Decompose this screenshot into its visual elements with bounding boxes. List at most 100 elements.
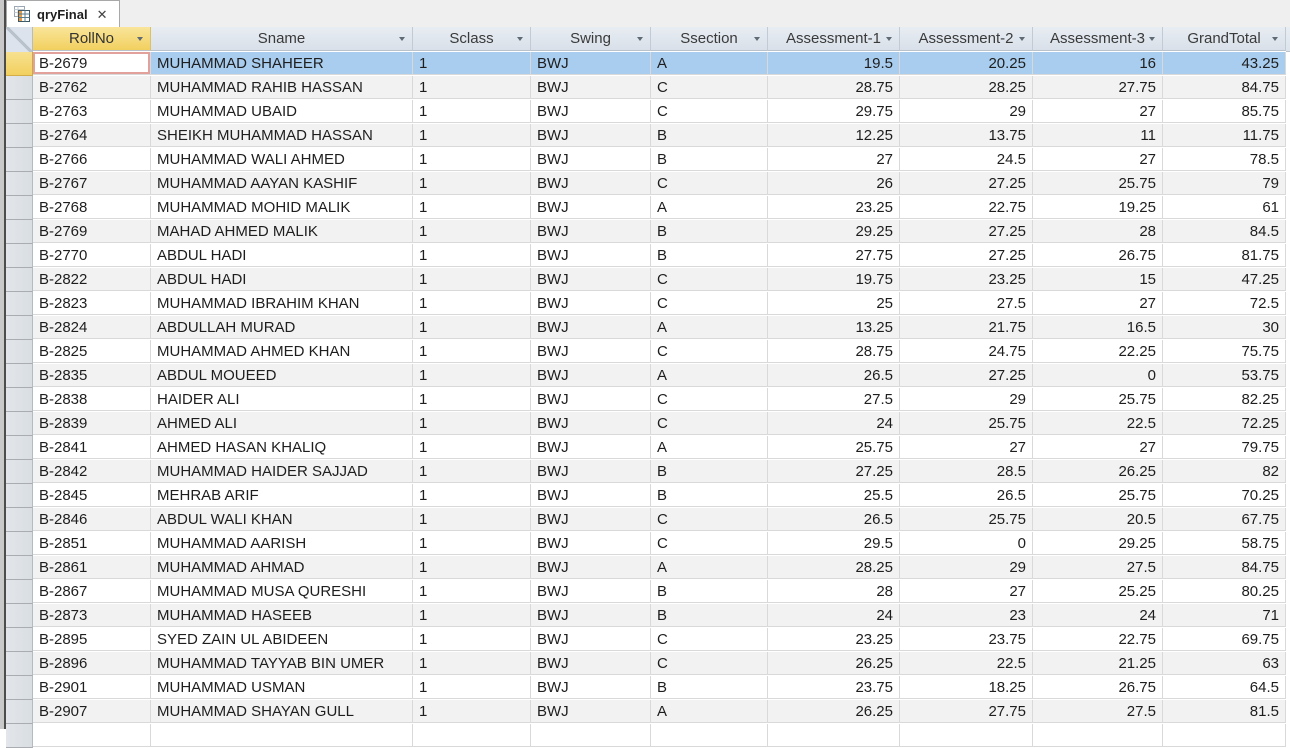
row-selector[interactable]: [6, 220, 33, 244]
cell-sname[interactable]: [151, 724, 413, 747]
cell-ssection[interactable]: C: [651, 388, 768, 411]
cell-total[interactable]: 58.75: [1163, 532, 1286, 555]
cell-a2[interactable]: 25.75: [900, 508, 1033, 531]
column-header-sname[interactable]: Sname: [151, 27, 413, 51]
row-selector[interactable]: [6, 652, 33, 676]
filter-dropdown-icon[interactable]: [886, 37, 892, 41]
cell-total[interactable]: 84.75: [1163, 76, 1286, 99]
cell-total[interactable]: 63: [1163, 652, 1286, 675]
cell-a1[interactable]: 13.25: [768, 316, 900, 339]
cell-a1[interactable]: 27.75: [768, 244, 900, 267]
cell-swing[interactable]: BWJ: [531, 340, 651, 363]
cell-ssection[interactable]: B: [651, 124, 768, 147]
cell-swing[interactable]: BWJ: [531, 268, 651, 291]
row-selector[interactable]: [6, 436, 33, 460]
cell-a1[interactable]: 28.75: [768, 340, 900, 363]
cell-rollno[interactable]: B-2822: [33, 268, 151, 291]
row-selector[interactable]: [6, 484, 33, 508]
cell-swing[interactable]: BWJ: [531, 172, 651, 195]
cell-a3[interactable]: 24: [1033, 604, 1163, 627]
cell-a3[interactable]: 16.5: [1033, 316, 1163, 339]
row-selector[interactable]: [6, 580, 33, 604]
cell-total[interactable]: 82: [1163, 460, 1286, 483]
cell-sname[interactable]: MUHAMMAD HASEEB: [151, 604, 413, 627]
cell-a2[interactable]: 27: [900, 436, 1033, 459]
cell-sname[interactable]: MUHAMMAD AAYAN KASHIF: [151, 172, 413, 195]
cell-a2[interactable]: [900, 724, 1033, 747]
column-header-rollno[interactable]: RollNo: [33, 27, 151, 51]
row-selector[interactable]: [6, 724, 33, 748]
cell-sclass[interactable]: 1: [413, 172, 531, 195]
cell-ssection[interactable]: A: [651, 196, 768, 219]
cell-a1[interactable]: 26.5: [768, 364, 900, 387]
cell-sname[interactable]: MUHAMMAD HAIDER SAJJAD: [151, 460, 413, 483]
cell-swing[interactable]: BWJ: [531, 148, 651, 171]
cell-rollno[interactable]: B-2763: [33, 100, 151, 123]
cell-rollno[interactable]: B-2867: [33, 580, 151, 603]
cell-ssection[interactable]: C: [651, 340, 768, 363]
cell-a3[interactable]: 21.25: [1033, 652, 1163, 675]
cell-a2[interactable]: 22.75: [900, 196, 1033, 219]
cell-sname[interactable]: HAIDER ALI: [151, 388, 413, 411]
cell-sname[interactable]: MUHAMMAD UBAID: [151, 100, 413, 123]
cell-ssection[interactable]: B: [651, 148, 768, 171]
cell-sname[interactable]: MUHAMMAD AHMAD: [151, 556, 413, 579]
cell-rollno[interactable]: [33, 724, 151, 747]
cell-sname[interactable]: ABDUL MOUEED: [151, 364, 413, 387]
filter-dropdown-icon[interactable]: [517, 37, 523, 41]
cell-swing[interactable]: BWJ: [531, 484, 651, 507]
cell-swing[interactable]: BWJ: [531, 412, 651, 435]
cell-sclass[interactable]: 1: [413, 340, 531, 363]
cell-a1[interactable]: 19.5: [768, 52, 900, 75]
row-selector[interactable]: [6, 388, 33, 412]
cell-rollno[interactable]: B-2842: [33, 460, 151, 483]
cell-ssection[interactable]: C: [651, 100, 768, 123]
cell-sname[interactable]: MUHAMMAD SHAHEER: [151, 52, 413, 75]
cell-a3[interactable]: [1033, 724, 1163, 747]
cell-ssection[interactable]: C: [651, 532, 768, 555]
row-selector[interactable]: [6, 556, 33, 580]
cell-a1[interactable]: 26.5: [768, 508, 900, 531]
row-selector[interactable]: [6, 628, 33, 652]
cell-a2[interactable]: 23.25: [900, 268, 1033, 291]
row-selector[interactable]: [6, 460, 33, 484]
cell-rollno[interactable]: B-2841: [33, 436, 151, 459]
cell-swing[interactable]: BWJ: [531, 316, 651, 339]
cell-sclass[interactable]: 1: [413, 148, 531, 171]
cell-a1[interactable]: 28: [768, 580, 900, 603]
cell-ssection[interactable]: C: [651, 508, 768, 531]
tab-close-icon[interactable]: ✕: [96, 6, 108, 22]
cell-ssection[interactable]: C: [651, 412, 768, 435]
cell-swing[interactable]: BWJ: [531, 700, 651, 723]
cell-sname[interactable]: MUHAMMAD IBRAHIM KHAN: [151, 292, 413, 315]
cell-rollno[interactable]: B-2762: [33, 76, 151, 99]
cell-a1[interactable]: 28.75: [768, 76, 900, 99]
cell-swing[interactable]: BWJ: [531, 52, 651, 75]
cell-sclass[interactable]: 1: [413, 628, 531, 651]
cell-sclass[interactable]: 1: [413, 388, 531, 411]
filter-dropdown-icon[interactable]: [637, 37, 643, 41]
cell-a1[interactable]: 27: [768, 148, 900, 171]
cell-rollno[interactable]: B-2766: [33, 148, 151, 171]
cell-a1[interactable]: 26.25: [768, 700, 900, 723]
cell-total[interactable]: 47.25: [1163, 268, 1286, 291]
column-header-a3[interactable]: Assessment-3: [1033, 27, 1163, 51]
cell-swing[interactable]: BWJ: [531, 388, 651, 411]
cell-ssection[interactable]: A: [651, 316, 768, 339]
cell-a3[interactable]: 25.75: [1033, 484, 1163, 507]
cell-a3[interactable]: 28: [1033, 220, 1163, 243]
row-selector[interactable]: [6, 244, 33, 268]
cell-a1[interactable]: 26.25: [768, 652, 900, 675]
row-selector[interactable]: [6, 316, 33, 340]
cell-sclass[interactable]: 1: [413, 316, 531, 339]
cell-ssection[interactable]: B: [651, 460, 768, 483]
cell-sclass[interactable]: [413, 724, 531, 747]
cell-sname[interactable]: SHEIKH MUHAMMAD HASSAN: [151, 124, 413, 147]
cell-swing[interactable]: BWJ: [531, 580, 651, 603]
cell-a1[interactable]: 12.25: [768, 124, 900, 147]
cell-ssection[interactable]: B: [651, 604, 768, 627]
cell-swing[interactable]: BWJ: [531, 460, 651, 483]
cell-rollno[interactable]: B-2825: [33, 340, 151, 363]
cell-total[interactable]: 80.25: [1163, 580, 1286, 603]
cell-sname[interactable]: MUHAMMAD TAYYAB BIN UMER: [151, 652, 413, 675]
